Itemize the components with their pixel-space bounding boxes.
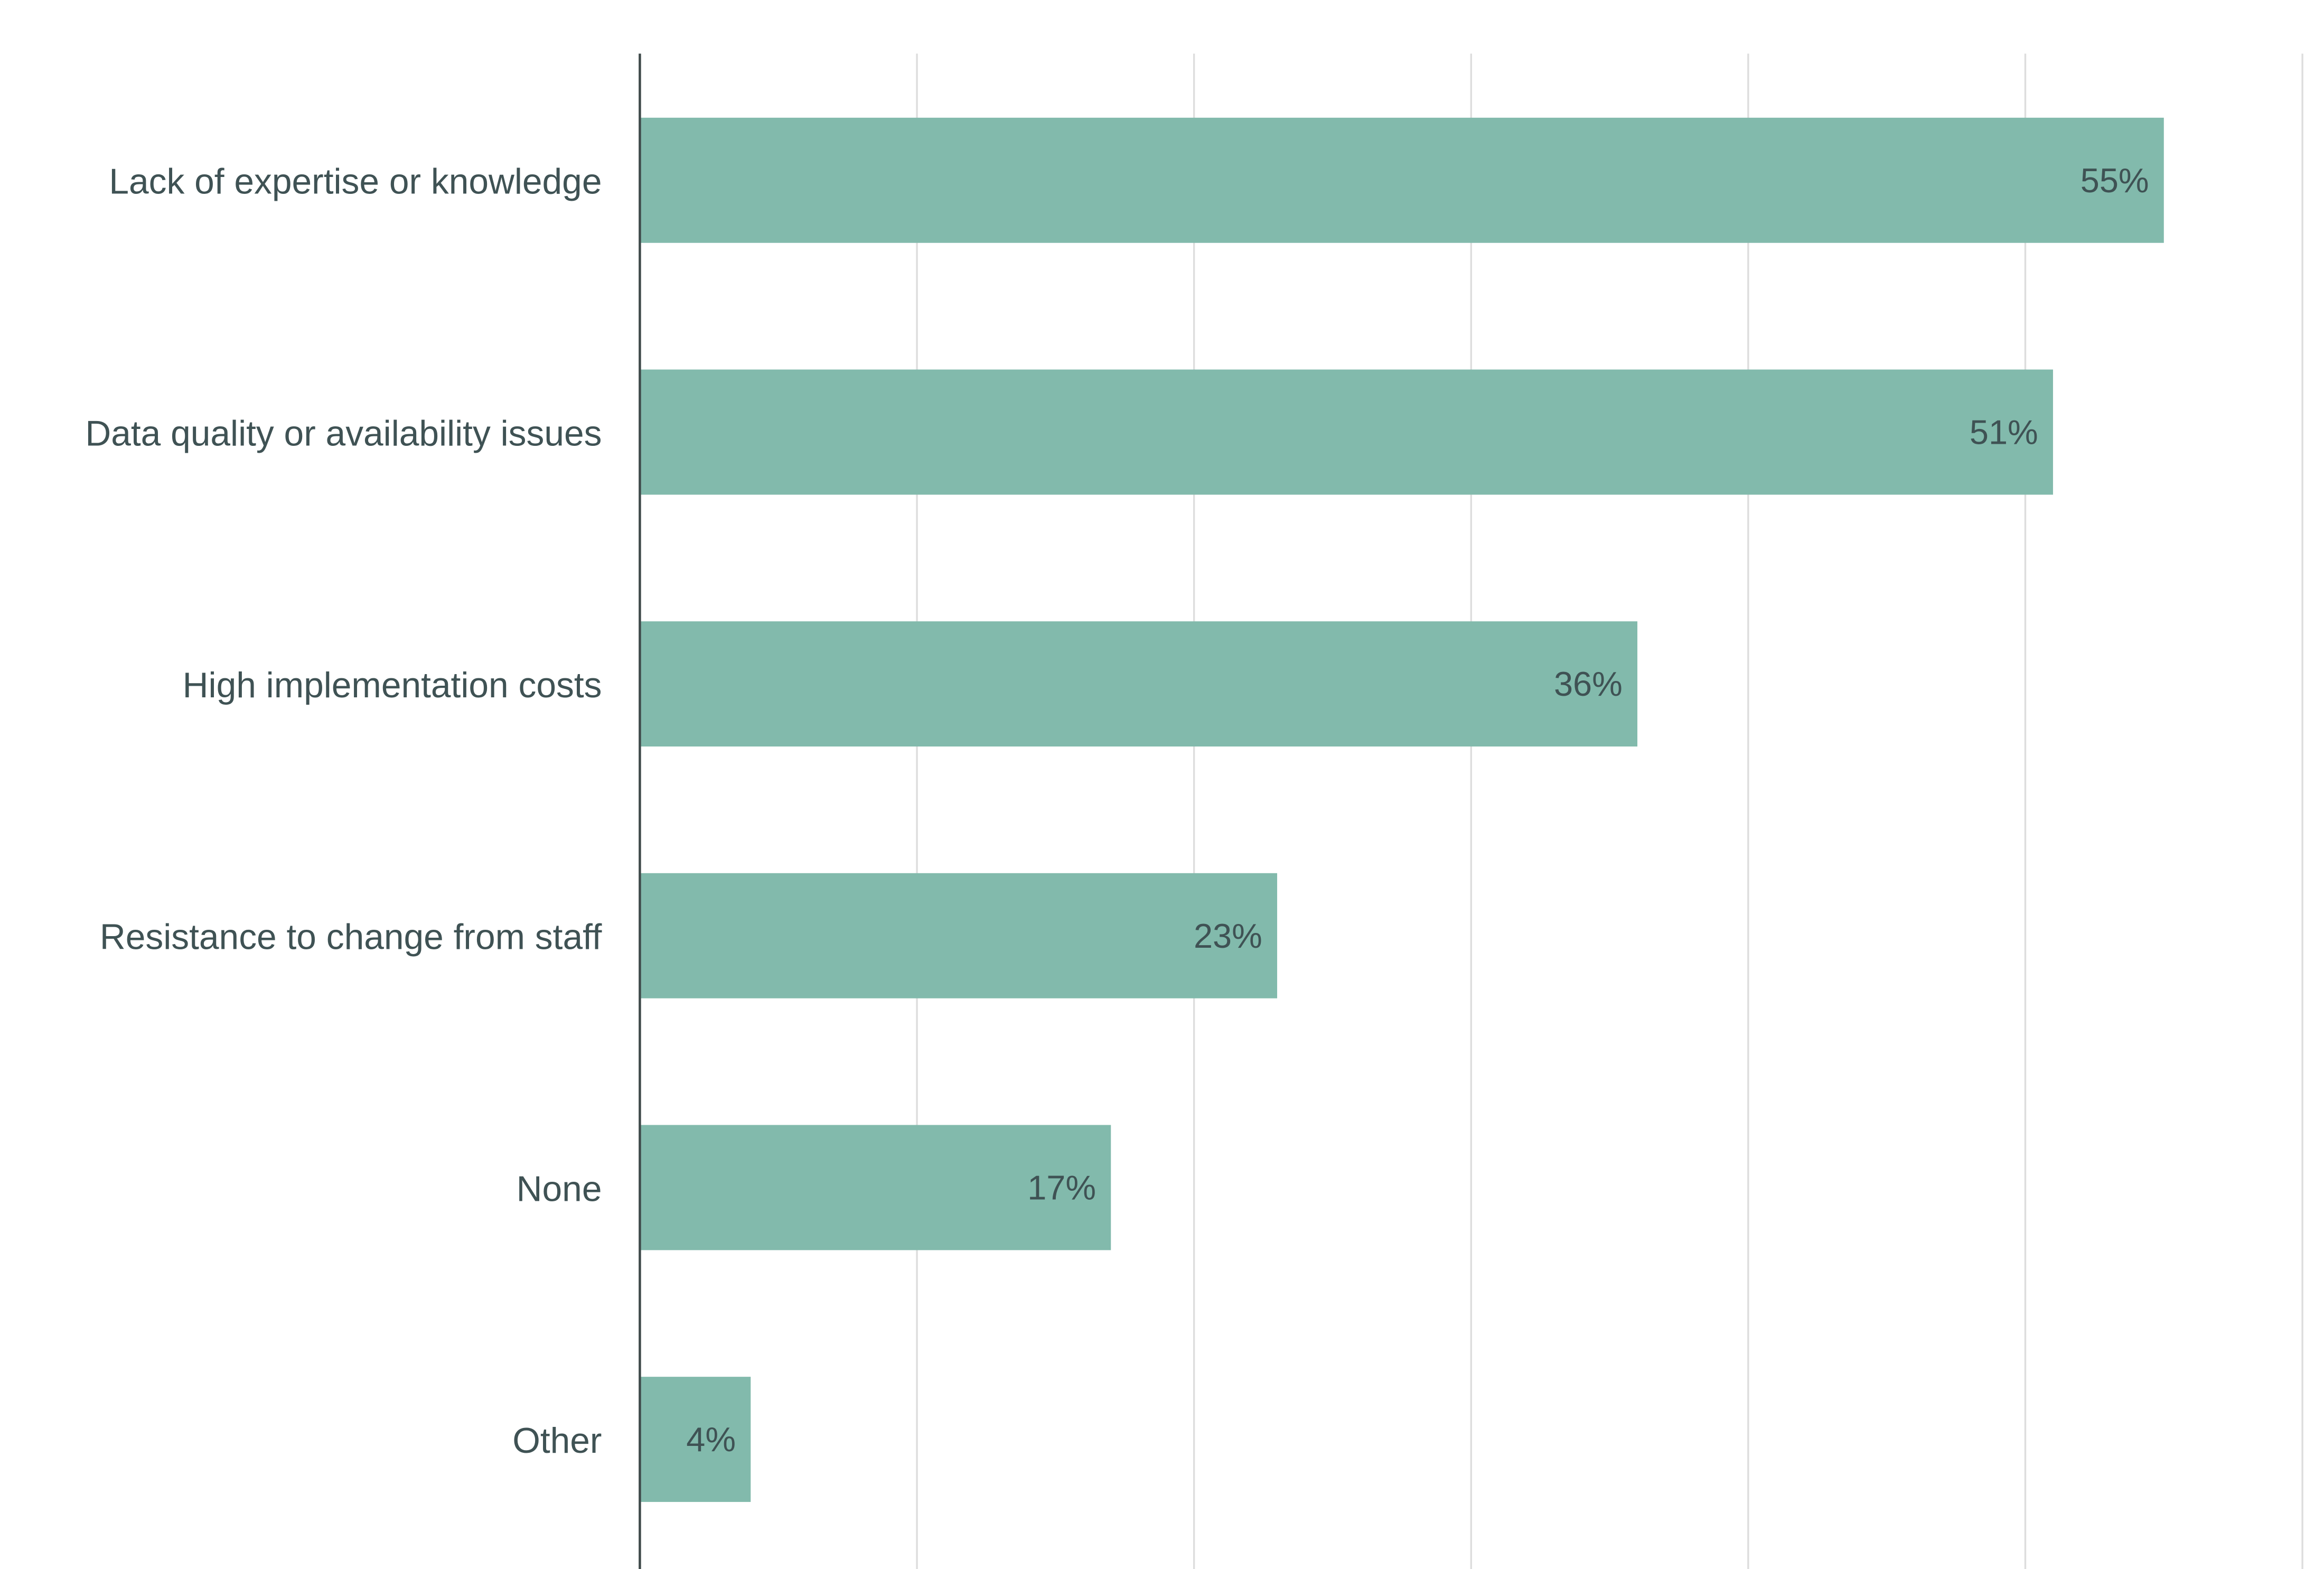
data-label: 17%: [1027, 1169, 1096, 1207]
category-label: Lack of expertise or knowledge: [109, 162, 602, 202]
category-label: None: [517, 1169, 602, 1209]
bar: [640, 117, 2164, 243]
data-label: 4%: [686, 1420, 736, 1459]
category-label: Resistance to change from staff: [100, 918, 602, 957]
data-label: 23%: [1194, 917, 1262, 955]
category-label: Data quality or availability issues: [85, 414, 602, 453]
data-label: 36%: [1554, 665, 1623, 703]
gridlines: [916, 53, 2303, 1569]
bar: [640, 1125, 1111, 1250]
bar: [640, 1377, 751, 1502]
category-label: High implementation costs: [183, 666, 602, 705]
bar: [640, 369, 2053, 495]
bars: 55% 51% 36% 23% 17% 4%: [640, 117, 2164, 1502]
data-label: 51%: [1970, 413, 2038, 452]
category-label: Other: [512, 1421, 602, 1461]
bar: [640, 873, 1278, 998]
bar: [640, 621, 1638, 747]
data-label: 55%: [2081, 161, 2149, 200]
category-labels: Lack of expertise or knowledge Data quali…: [85, 162, 602, 1461]
